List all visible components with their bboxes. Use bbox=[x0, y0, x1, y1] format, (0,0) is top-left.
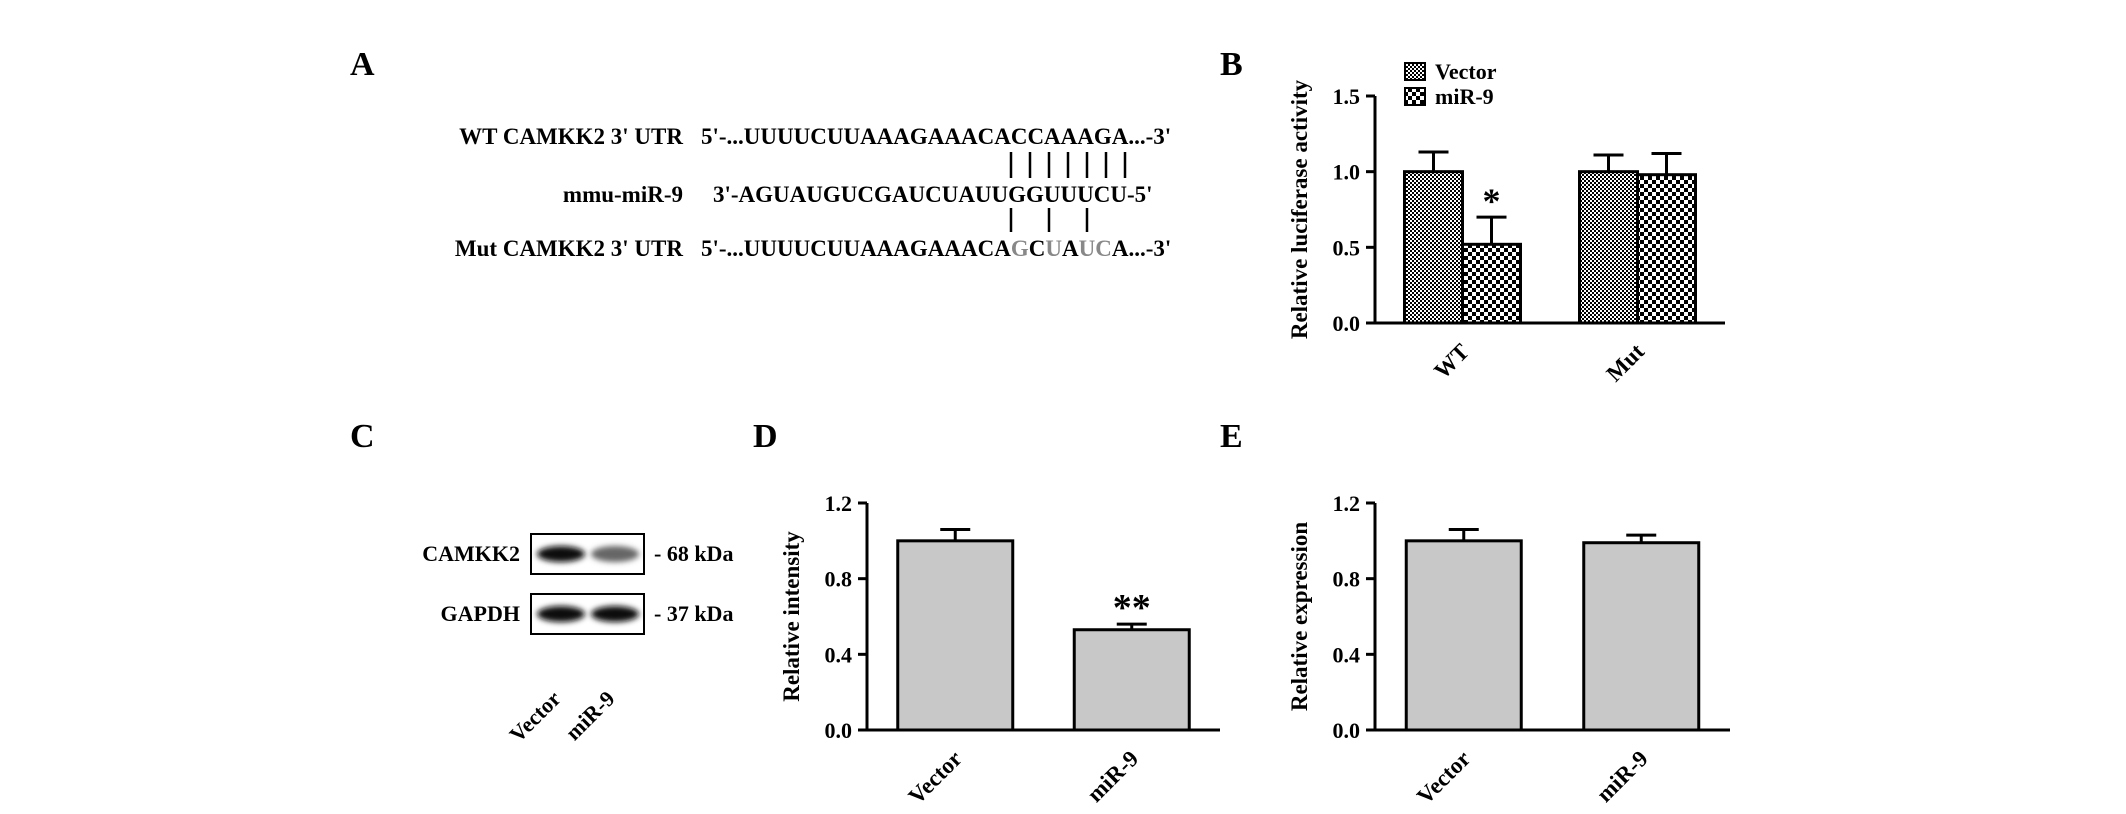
y-tick-label: 1.5 bbox=[1333, 84, 1361, 109]
x-tick-label: WT bbox=[1429, 339, 1474, 384]
blot-band bbox=[591, 606, 639, 622]
x-tick-label: miR-9 bbox=[1082, 746, 1143, 807]
bar bbox=[896, 539, 1015, 732]
y-axis-label: Relative luciferase activity bbox=[1287, 79, 1312, 339]
blot-size-gapdh: - 37 kDa bbox=[654, 601, 734, 626]
bar bbox=[1404, 539, 1523, 732]
blot-band bbox=[537, 546, 585, 562]
legend-swatch bbox=[1404, 87, 1426, 106]
y-axis-label: Relative expression bbox=[1287, 522, 1312, 712]
bar bbox=[1072, 628, 1191, 732]
x-tick-label: Mut bbox=[1602, 339, 1650, 387]
legend-label: miR-9 bbox=[1435, 84, 1494, 109]
y-axis-label: Relative intensity bbox=[779, 531, 804, 702]
wt-utr-sequence: 5'-...UUUUCUUAAAGAAACACCAAAGA...-3' bbox=[701, 124, 1172, 149]
mut-seq-part: A bbox=[1061, 236, 1079, 261]
bar bbox=[1403, 170, 1464, 325]
bar bbox=[1461, 242, 1522, 325]
blot-lane-label: miR-9 bbox=[560, 686, 619, 745]
mut-seq-mutated: G bbox=[1010, 236, 1029, 261]
y-tick-label: 0.0 bbox=[1333, 311, 1361, 336]
mut-utr-sequence: 5'-...UUUUCUUAAAGAAACAGCUAUCA...-3' bbox=[701, 236, 1171, 262]
wt-utr-label: WT CAMKK2 3' UTR bbox=[459, 124, 683, 149]
chart-b: 0.0 0.5 1.0 1.5 Relative luciferase activity… bbox=[1287, 59, 1725, 386]
mut-seq-part: A...-3' bbox=[1111, 236, 1172, 261]
base-pairing-lines bbox=[1009, 152, 1127, 232]
y-tick-label: 1.2 bbox=[1333, 491, 1361, 516]
legend-label: Vector bbox=[1435, 59, 1497, 84]
y-tick-label: 0.0 bbox=[825, 718, 853, 743]
blot-label-gapdh: GAPDH bbox=[440, 601, 520, 626]
panel-label-d: D bbox=[753, 418, 778, 455]
chart-e: 0.0 0.4 0.8 1.2 Relative expression Vector miR… bbox=[1287, 491, 1730, 809]
y-tick-label: 0.4 bbox=[825, 642, 853, 667]
blot-band bbox=[537, 606, 585, 622]
y-tick-label: 0.0 bbox=[1333, 718, 1361, 743]
legend-swatch bbox=[1404, 62, 1426, 81]
y-tick-label: 0.5 bbox=[1333, 235, 1361, 260]
bar bbox=[1578, 170, 1639, 325]
mut-seq-mutated: UC bbox=[1078, 236, 1112, 261]
mut-seq-mutated: U bbox=[1045, 236, 1062, 261]
mirna-sequence: 3'-AGUAUGUCGAUCUAUUGGUUUCU-5' bbox=[713, 182, 1153, 207]
blot-lane-label: Vector bbox=[504, 686, 565, 747]
y-tick-label: 0.8 bbox=[825, 567, 853, 592]
panel-label-e: E bbox=[1220, 418, 1243, 455]
y-tick-label: 1.0 bbox=[1333, 160, 1361, 185]
mut-seq-part: 5'-...UUUUCUUAAAGAAACA bbox=[701, 236, 1011, 261]
blot-band bbox=[591, 546, 639, 562]
mut-utr-label: Mut CAMKK2 3' UTR bbox=[454, 236, 683, 261]
bar bbox=[1582, 541, 1701, 732]
x-tick-label: Vector bbox=[1412, 746, 1475, 809]
x-tick-label: miR-9 bbox=[1592, 746, 1653, 807]
panel-label-c: C bbox=[350, 418, 375, 455]
y-tick-label: 0.4 bbox=[1333, 642, 1361, 667]
x-tick-label: Vector bbox=[904, 746, 967, 809]
y-tick-label: 1.2 bbox=[825, 491, 853, 516]
chart-d: 0.0 0.4 0.8 1.2 Relative intensity Vector ** mi… bbox=[779, 491, 1220, 809]
significance-marker: * bbox=[1483, 181, 1501, 221]
panel-label-b: B bbox=[1220, 46, 1243, 83]
panel-label-a: A bbox=[350, 46, 375, 83]
y-tick-label: 0.8 bbox=[1333, 567, 1361, 592]
significance-marker: ** bbox=[1113, 587, 1151, 629]
bar bbox=[1636, 173, 1697, 325]
blot-label-camkk2: CAMKK2 bbox=[422, 541, 520, 566]
blot-size-camkk2: - 68 kDa bbox=[654, 541, 734, 566]
mirna-label: mmu-miR-9 bbox=[562, 182, 683, 207]
mut-seq-part: C bbox=[1028, 236, 1046, 261]
